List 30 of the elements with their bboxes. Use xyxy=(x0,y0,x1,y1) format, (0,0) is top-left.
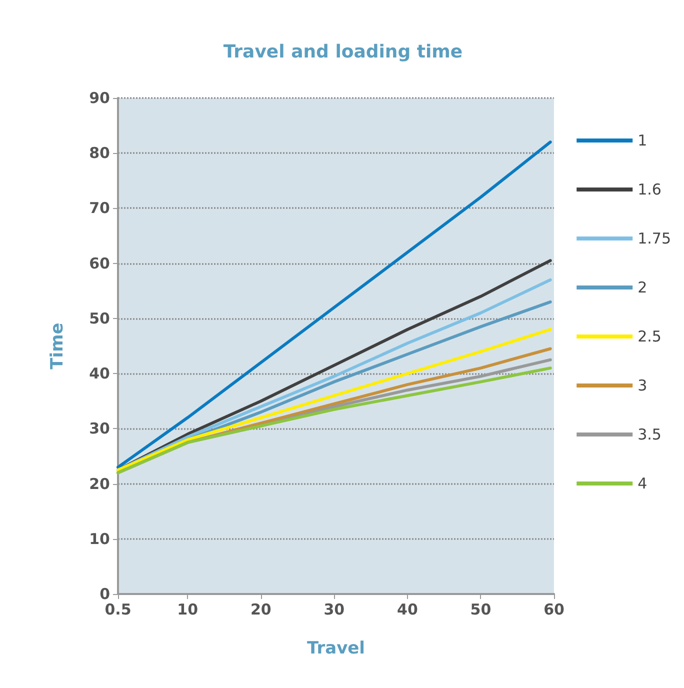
legend-label: 4 xyxy=(638,474,648,492)
legend-label: 1 xyxy=(638,132,648,150)
y-tick-label: 30 xyxy=(89,420,110,438)
y-axis-title: Time xyxy=(48,322,68,370)
legend-label: 3 xyxy=(638,376,648,394)
x-tick-label: 30 xyxy=(324,600,345,618)
y-tick-label: 90 xyxy=(89,89,110,107)
legend-label: 3.5 xyxy=(638,426,662,444)
y-tick-label: 60 xyxy=(89,254,110,272)
legend-label: 1.6 xyxy=(638,180,662,198)
x-tick-label: 20 xyxy=(250,600,272,618)
legend-label: 1.75 xyxy=(638,230,672,248)
legend-label: 2.5 xyxy=(638,328,662,346)
line-series xyxy=(116,140,552,469)
y-tick-label: 80 xyxy=(89,144,110,162)
y-tick-label: 10 xyxy=(89,530,110,548)
y-tick-label: 50 xyxy=(89,309,110,328)
x-axis-title: Travel xyxy=(306,638,366,658)
legend-label: 2 xyxy=(638,278,648,296)
y-tick-label: 70 xyxy=(89,199,110,218)
x-tick-label: 40 xyxy=(397,600,418,618)
y-tick-label: 20 xyxy=(89,474,110,493)
chart-title: Travel and loading time xyxy=(223,42,463,62)
x-tick-label: 10 xyxy=(177,600,198,618)
y-tick-label: 40 xyxy=(89,364,110,383)
x-tick-label: 50 xyxy=(470,600,492,618)
x-tick-label: 60 xyxy=(544,600,564,618)
y-tick-label: 0 xyxy=(100,585,110,603)
x-tick-label: 0.5 xyxy=(104,600,132,618)
line-series xyxy=(116,328,552,472)
